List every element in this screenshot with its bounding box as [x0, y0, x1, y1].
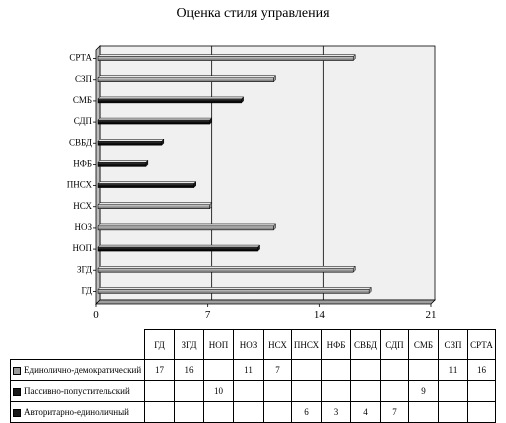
y-tick-label: СМБ — [73, 95, 92, 105]
y-tick-label: СЗП — [75, 74, 93, 84]
bar — [97, 223, 277, 231]
table-corner — [10, 329, 145, 360]
y-tick-label: ПНСХ — [67, 180, 93, 190]
bar — [97, 286, 372, 295]
table-cell — [263, 380, 292, 402]
table-cell: 6 — [291, 401, 322, 423]
plot-side-wall — [95, 45, 101, 305]
table-header-cell: СДП — [380, 329, 409, 360]
chart: ГД ЗГД НОП НОЗ НСХ ПНСХ НФБ СВБД СДП СМБ СЗП СРТА 0… — [67, 45, 437, 321]
table-row: Пассивно-попустительский 10 9 — [10, 380, 496, 402]
table-header-cell: НСХ — [263, 329, 292, 360]
table-cell — [263, 401, 292, 423]
table-header-cell: СВБД — [350, 329, 381, 360]
x-tick-label: 14 — [314, 309, 326, 321]
table-header-cell: НФБ — [321, 329, 351, 360]
bar — [97, 265, 356, 273]
table-cell — [467, 380, 496, 402]
table-cell — [203, 359, 234, 381]
plot-area — [99, 45, 436, 301]
table-cell — [408, 359, 439, 381]
table-cell — [291, 380, 322, 402]
table-cell — [350, 359, 381, 381]
bar — [97, 159, 149, 168]
table-cell — [438, 401, 468, 423]
table-cell: 4 — [350, 401, 381, 423]
table-cell — [380, 380, 409, 402]
table-cell — [438, 380, 468, 402]
table-cell: 10 — [203, 380, 234, 402]
table-cell — [233, 401, 264, 423]
table-header-cell: ЗГД — [174, 329, 204, 360]
table-header-cell: НОЗ — [233, 329, 264, 360]
table-cell: 17 — [144, 359, 175, 381]
table-header-cell: СРТА — [467, 329, 496, 360]
table-cell — [291, 359, 322, 381]
table-cell: 7 — [380, 401, 409, 423]
table-header-cell: НОП — [203, 329, 234, 360]
legend-entry: Единолично-демократический — [10, 359, 145, 381]
y-tick-label: СДП — [74, 116, 93, 126]
table-cell: 3 — [321, 401, 351, 423]
y-tick-label: СРТА — [69, 53, 92, 63]
x-tick-label: 0 — [93, 309, 99, 321]
y-tick-label: НОЗ — [74, 222, 92, 232]
table-cell — [321, 380, 351, 402]
bar — [97, 244, 261, 252]
chart-title: Оценка стиля управления — [176, 6, 330, 21]
y-tick-label: ЗГД — [77, 264, 92, 274]
x-tick-label: 7 — [205, 309, 211, 321]
table-cell: 16 — [467, 359, 496, 381]
table-cell — [144, 380, 175, 402]
table-header-cell: СЗП — [438, 329, 468, 360]
table-cell: 7 — [263, 359, 292, 381]
bar — [97, 117, 213, 125]
table-cell — [467, 401, 496, 423]
table-cell: 11 — [438, 359, 468, 381]
x-tick-label: 21 — [426, 309, 437, 321]
bar — [97, 75, 277, 83]
table-cell: 16 — [174, 359, 204, 381]
legend-swatch — [13, 366, 21, 375]
table-cell: 9 — [408, 380, 439, 402]
table-cell — [174, 401, 204, 423]
data-table: ГД ЗГД НОП НОЗ НСХ ПНСХ НФБ СВБД СДП СМБ СЗП СРТА Е… — [10, 329, 496, 423]
table-cell — [408, 401, 439, 423]
y-tick-label: НОП — [73, 243, 93, 253]
bar — [97, 202, 213, 210]
bar — [97, 53, 356, 62]
table-header-cell: ГД — [144, 329, 175, 360]
table-cell: 11 — [233, 359, 264, 381]
bar — [97, 96, 245, 104]
legend-entry: Авторитарно-единоличный — [10, 401, 145, 423]
table-cell — [174, 380, 204, 402]
y-tick-label: СВБД — [69, 137, 92, 147]
legend-label: Пассивно-попустительский — [24, 386, 130, 396]
legend-label: Единолично-демократический — [24, 365, 142, 375]
bar — [97, 180, 197, 189]
table-row: Авторитарно-единоличный 6 3 4 7 — [10, 401, 496, 423]
y-tick-label: НФБ — [73, 158, 92, 168]
plot-floor — [95, 299, 436, 305]
table-row: Единолично-демократический 17 16 11 7 11 16 — [10, 359, 496, 381]
y-tick-label: ГД — [81, 285, 92, 295]
table-header-cell: СМБ — [408, 329, 439, 360]
table-cell — [233, 380, 264, 402]
legend-entry: Пассивно-попустительский — [10, 380, 145, 402]
table-cell — [350, 380, 381, 402]
legend-label: Авторитарно-единоличный — [24, 407, 129, 417]
legend-swatch — [13, 387, 21, 396]
bar — [97, 138, 165, 146]
table-cell — [380, 359, 409, 381]
table-cell — [321, 359, 351, 381]
y-tick-label: НСХ — [73, 201, 92, 211]
table-cell — [144, 401, 175, 423]
table-cell — [203, 401, 234, 423]
table-header-cell: ПНСХ — [291, 329, 322, 360]
